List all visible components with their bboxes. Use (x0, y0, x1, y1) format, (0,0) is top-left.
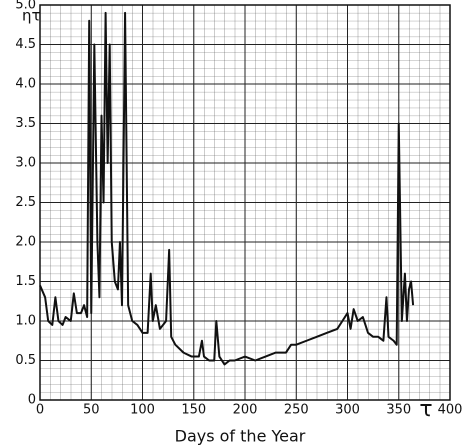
x-tick-label: 50 (83, 403, 100, 418)
x-tick-label: 100 (130, 403, 155, 418)
y-tick-label: 1.5 (15, 274, 36, 289)
y-tick-label: 0 (28, 393, 36, 408)
y-tick-label: 4.5 (15, 37, 36, 52)
y-tick-label: 4.0 (15, 77, 36, 92)
data-line (39, 11, 415, 366)
x-axis-label: Days of the Year (175, 427, 306, 446)
x-tick-label: 350 (386, 403, 411, 418)
x-tick-label: 250 (284, 403, 309, 418)
y-tick-label: 2.0 (15, 235, 36, 250)
y-tick-label: 3.5 (15, 116, 36, 131)
x-tick-label: 200 (233, 403, 258, 418)
x-tick-label: 0 (36, 403, 44, 418)
y-tick-label: 0.5 (15, 353, 36, 368)
x-tick-label: 150 (181, 403, 206, 418)
plot-frame (39, 4, 451, 401)
y-axis-label: ητ (22, 7, 41, 25)
x-tick-label: 400 (438, 403, 463, 418)
y-tick-label: 2.5 (15, 195, 36, 210)
x-symbol: τ (419, 397, 432, 422)
y-tick-label: 3.0 (15, 156, 36, 171)
x-tick-label: 300 (335, 403, 360, 418)
y-tick-label: 5.0 (15, 0, 36, 13)
y-tick-label: 1.0 (15, 314, 36, 329)
